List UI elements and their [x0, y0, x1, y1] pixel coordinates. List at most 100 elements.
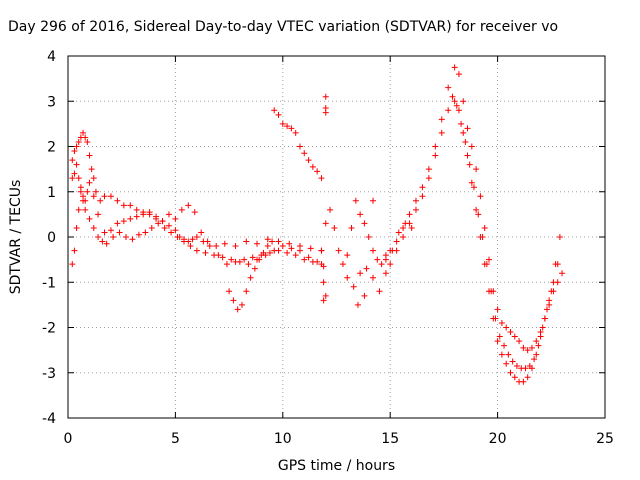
data-point-arc-6 — [468, 143, 475, 150]
data-point-arc-9 — [389, 247, 396, 254]
data-point-arc-9 — [344, 274, 351, 281]
data-point-arc-3 — [95, 234, 102, 240]
data-point-arc-6 — [451, 64, 458, 71]
data-point-arc-9 — [402, 220, 409, 227]
data-point-arc-1 — [221, 240, 228, 247]
y-tick-label: 2 — [47, 140, 56, 156]
data-point-arc-7 — [458, 120, 465, 127]
data-point-arc-6 — [498, 319, 505, 326]
data-point-arc-8 — [533, 351, 540, 358]
x-tick-label: 20 — [489, 431, 507, 447]
data-point-arc-8 — [460, 129, 467, 136]
data-point-arc-7 — [522, 365, 529, 372]
data-point-arc-1 — [172, 215, 179, 222]
data-point-arc-8 — [481, 261, 488, 268]
data-point-arc-1 — [243, 238, 250, 245]
data-point-isolated — [320, 297, 327, 304]
data-point-arc-2 — [69, 175, 76, 182]
data-point-arc-4 — [251, 265, 258, 272]
data-point-arc-1 — [185, 202, 192, 209]
data-point-arc-1 — [90, 175, 97, 182]
data-point-arc-6 — [432, 143, 439, 150]
data-point-arc-3 — [155, 220, 162, 227]
data-point-arc-7 — [462, 138, 469, 145]
data-point-arc-6 — [516, 338, 523, 345]
data-point-arc-1 — [107, 193, 114, 200]
data-point-arc-2 — [133, 213, 140, 220]
data-point-arc-4 — [230, 297, 237, 304]
data-point-arc-3 — [99, 238, 106, 245]
data-point-arc-6 — [520, 344, 527, 351]
data-point-arc-7 — [501, 342, 508, 349]
data-point-arc-1 — [178, 206, 185, 213]
y-tick-label: 1 — [47, 185, 56, 201]
data-point-arc-3 — [211, 252, 218, 259]
data-point-arc-1 — [133, 206, 140, 213]
data-point-arc-1 — [73, 143, 80, 150]
data-point-arc-6 — [400, 224, 407, 231]
data-point-arc-3 — [193, 247, 200, 254]
data-point-arc-8 — [537, 333, 544, 340]
data-point-arc-2 — [165, 222, 172, 229]
data-point-arc-4 — [247, 274, 254, 281]
data-point-arc-1 — [264, 236, 271, 243]
data-point-arc-2 — [90, 193, 97, 200]
data-point-arc-6 — [335, 247, 342, 254]
data-point-arc-3 — [86, 215, 93, 222]
data-point-arc-3 — [180, 238, 187, 245]
data-point-arc-6 — [318, 247, 325, 254]
data-point-arc-8 — [468, 179, 475, 186]
data-point-arc-5 — [279, 120, 286, 127]
data-point-arc-5 — [288, 125, 295, 132]
data-point-arc-3 — [219, 254, 226, 261]
y-tick-label: -1 — [42, 275, 56, 291]
data-point-arc-3 — [73, 224, 80, 231]
data-point-isolated — [361, 292, 368, 299]
data-point-arc-6 — [445, 84, 452, 91]
data-point-arc-9 — [370, 274, 377, 281]
data-point-arc-4 — [260, 249, 267, 256]
data-point-isolated — [370, 197, 377, 204]
data-point-arc-7 — [509, 358, 516, 365]
data-point-arc-6 — [339, 261, 346, 268]
data-point-arc-8 — [541, 315, 548, 322]
data-point-isolated — [320, 279, 327, 286]
data-point-arc-4 — [264, 243, 271, 250]
data-point-arc-1 — [86, 152, 93, 159]
data-point-arc-8 — [511, 374, 518, 381]
data-point-arc-1 — [198, 229, 205, 236]
data-point-arc-2 — [266, 249, 273, 256]
data-point-arc-2 — [241, 256, 248, 263]
data-point-arc-5 — [284, 123, 291, 130]
data-point-arc-6 — [393, 238, 400, 245]
data-point-arc-7 — [412, 206, 419, 213]
data-point-arc-8 — [528, 365, 535, 372]
data-point-arc-6 — [477, 193, 484, 200]
data-point-arc-7 — [453, 102, 460, 109]
data-point-arc-2 — [86, 179, 93, 186]
data-point-arc-9 — [350, 283, 357, 290]
grid-lines — [68, 56, 605, 418]
data-point-arc-1 — [275, 238, 282, 245]
data-point-arc-1 — [127, 202, 134, 209]
data-point-arc-2 — [284, 249, 291, 256]
data-point-arc-3 — [236, 258, 243, 265]
data-point-arc-2 — [120, 218, 127, 225]
data-point-arc-3 — [103, 240, 110, 247]
data-point-arc-1 — [307, 245, 314, 252]
data-point-arc-8 — [464, 152, 471, 159]
data-point-isolated — [322, 109, 329, 116]
data-point-arc-8 — [550, 279, 557, 286]
data-point-arc-3 — [228, 256, 235, 263]
data-point-arc-8 — [473, 206, 480, 213]
data-point-arc-1 — [286, 240, 293, 247]
data-point-arc-8 — [520, 378, 527, 385]
data-point-arc-6 — [425, 166, 432, 173]
data-point-arc-5 — [292, 129, 299, 136]
data-point-arc-2 — [140, 211, 147, 218]
x-tick-label: 5 — [171, 431, 180, 447]
data-point-arc-3 — [110, 234, 117, 240]
data-point-arc-1 — [84, 138, 91, 145]
data-point-arc-1 — [71, 148, 78, 155]
data-point-arc-1 — [114, 197, 121, 204]
